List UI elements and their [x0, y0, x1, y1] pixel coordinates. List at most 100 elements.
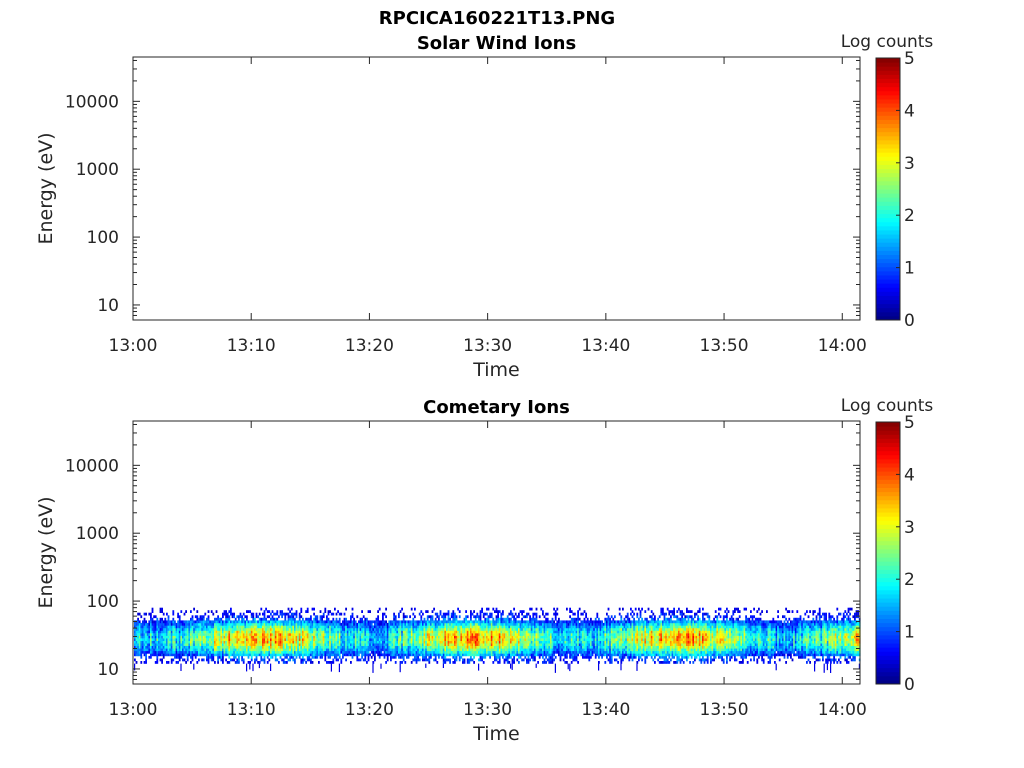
spectrogram-cell [286, 630, 288, 634]
spectrogram-cell [470, 628, 472, 631]
spectrogram-cell [538, 615, 541, 619]
spectrogram-cell [308, 645, 311, 649]
spectrogram-cell [508, 622, 511, 626]
spectrogram-cell [346, 650, 349, 654]
spectrogram-cell [522, 630, 525, 634]
spectrogram-cell [287, 615, 290, 619]
spectrogram-cell [142, 633, 144, 636]
spectrogram-cell [239, 620, 242, 624]
spectrogram-cell [382, 648, 384, 652]
spectrogram-cell [462, 625, 464, 629]
spectrogram-cell [289, 630, 291, 634]
spectrogram-cell [326, 617, 328, 621]
spectrogram-cell [561, 638, 563, 641]
spectrogram-cell [529, 650, 531, 654]
spectrogram-cell [161, 625, 163, 629]
spectrogram-cell [578, 633, 581, 636]
spectrogram-cell [425, 625, 427, 629]
spectrogram-cell [364, 625, 367, 629]
spectrogram-cell [273, 653, 275, 657]
spectrogram-cell [311, 653, 314, 657]
spectrogram-cell [262, 650, 264, 654]
spectrogram-cell [489, 650, 491, 654]
spectrogram-cell [295, 655, 298, 659]
spectrogram-cell [543, 625, 546, 629]
spectrogram-cell [524, 630, 527, 634]
spectrogram-cell [457, 650, 459, 654]
spectrogram-cell [551, 658, 554, 662]
spectrogram-cell [231, 635, 234, 639]
spectrogram-cell [348, 633, 351, 636]
spectrogram-cell [383, 622, 386, 626]
spectrogram-cell [201, 653, 203, 657]
spectrogram-cell [220, 648, 223, 652]
spectrogram-cell [295, 612, 298, 616]
spectrogram-cell [191, 643, 194, 646]
spectrogram-cell [263, 655, 266, 659]
spectrogram-cell [522, 622, 525, 626]
spectrogram-cell [262, 617, 264, 621]
spectrogram-cell [210, 625, 213, 629]
spectrogram-cell [382, 645, 384, 649]
spectrogram-cell [234, 633, 237, 636]
spectrogram-cell [334, 630, 336, 634]
spectrogram-cell [228, 640, 231, 644]
spectrogram-cell [370, 643, 373, 646]
spectrogram-cell [350, 622, 352, 626]
spectrogram-cell [308, 640, 311, 644]
spectrogram-cell [199, 633, 202, 636]
spectrogram-cell [492, 635, 495, 639]
spectrogram-cell [537, 630, 539, 634]
spectrogram-cell [492, 630, 495, 634]
spectrogram-cell [289, 635, 291, 639]
spectrogram-cell [356, 625, 359, 629]
spectrogram-cell [196, 653, 199, 657]
spectrogram-cell [468, 645, 471, 649]
spectrogram-cell [292, 653, 295, 657]
spectrogram-cell [508, 635, 511, 639]
spectrogram-cell [511, 633, 514, 636]
spectrogram-cell [342, 643, 344, 646]
spectrogram-cell [388, 645, 391, 649]
spectrogram-cell [498, 650, 501, 654]
spectrogram-cell [241, 628, 243, 631]
spectrogram-cell [145, 640, 147, 644]
spectrogram-cell [455, 648, 458, 652]
spectrogram-cell [489, 653, 491, 657]
spectrogram-cell [311, 655, 314, 659]
spectrogram-cell [526, 661, 528, 664]
spectrogram-cell [206, 650, 208, 654]
spectrogram-cell [497, 643, 499, 646]
spectrogram-cell [588, 650, 591, 654]
spectrogram-cell [398, 615, 400, 619]
spectrogram-cell [414, 643, 416, 646]
spectrogram-cell [300, 648, 303, 652]
spectrogram-cell [468, 628, 471, 631]
spectrogram-cell [577, 650, 579, 654]
spectrogram-cell [178, 630, 181, 634]
spectrogram-cell [314, 635, 317, 639]
spectrogram-cell [298, 638, 301, 641]
spectrogram-cell [486, 620, 488, 624]
spectrogram-cell [316, 625, 319, 629]
spectrogram-cell [233, 650, 235, 654]
spectrogram-cell [514, 612, 517, 616]
spectrogram-cell [385, 620, 387, 624]
spectrogram-cell [546, 628, 549, 631]
spectrogram-cell [172, 658, 175, 662]
spectrogram-cell [225, 648, 227, 652]
spectrogram-cell [174, 648, 176, 652]
spectrogram-cell [586, 655, 589, 659]
spectrogram-cell [391, 645, 394, 649]
spectrogram-cell [210, 655, 213, 659]
spectrogram-cell [158, 625, 160, 629]
spectrogram-cell [425, 653, 427, 657]
spectrogram-cell [497, 615, 499, 619]
spectrogram-cell [238, 655, 240, 659]
spectrogram-cell [546, 638, 549, 641]
spectrogram-cell [273, 630, 275, 634]
spectrogram-cell [486, 640, 488, 644]
spectrogram-cell [218, 628, 221, 631]
spectrogram-cell [447, 648, 450, 652]
spectrogram-cell [302, 648, 304, 652]
